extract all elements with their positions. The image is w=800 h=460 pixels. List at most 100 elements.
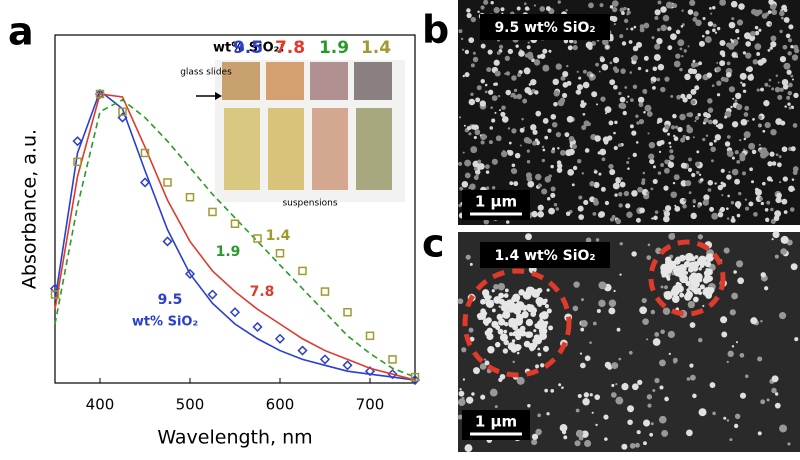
particle xyxy=(726,217,730,220)
particle xyxy=(531,433,539,440)
particle xyxy=(690,62,697,68)
particle xyxy=(667,45,673,51)
particle xyxy=(668,141,672,145)
particle xyxy=(736,260,744,268)
particle xyxy=(483,135,488,139)
particle xyxy=(764,208,769,212)
particle xyxy=(468,132,472,136)
particle xyxy=(564,132,570,138)
particle xyxy=(726,150,734,157)
particle xyxy=(638,102,644,108)
particle xyxy=(760,320,763,323)
particle xyxy=(533,329,537,333)
particle xyxy=(681,9,684,12)
particle xyxy=(679,274,689,284)
particle xyxy=(542,148,546,152)
particle xyxy=(784,105,787,108)
particle xyxy=(480,5,485,10)
marker xyxy=(117,112,128,123)
particle xyxy=(670,33,677,40)
particle xyxy=(632,84,638,90)
particle xyxy=(791,78,794,81)
particle xyxy=(705,268,713,276)
particle xyxy=(458,29,463,34)
particle xyxy=(568,148,575,156)
particle xyxy=(497,282,506,291)
particle xyxy=(604,106,612,114)
particle xyxy=(740,118,748,126)
particle xyxy=(561,92,568,99)
particle xyxy=(639,306,648,315)
particle xyxy=(681,55,684,58)
particle xyxy=(470,92,474,96)
particle xyxy=(783,16,790,23)
particle xyxy=(510,94,513,98)
cuvette xyxy=(356,108,392,190)
particle xyxy=(523,67,531,75)
particle xyxy=(690,88,697,95)
particle xyxy=(662,307,671,315)
particle xyxy=(477,159,482,164)
particle xyxy=(461,48,465,51)
particle xyxy=(501,116,509,123)
particle xyxy=(483,219,489,225)
particle xyxy=(584,148,590,153)
particle xyxy=(769,3,777,10)
particle xyxy=(769,46,773,50)
particle xyxy=(523,126,526,129)
particle xyxy=(459,186,464,191)
particle xyxy=(780,16,784,20)
particle xyxy=(572,165,578,171)
particle xyxy=(466,12,472,19)
particle xyxy=(487,49,493,55)
particle xyxy=(699,284,705,290)
particle xyxy=(769,23,772,26)
particle xyxy=(597,151,601,155)
particle xyxy=(770,128,777,136)
particle xyxy=(500,7,505,12)
particle xyxy=(576,70,579,73)
particle xyxy=(683,49,687,53)
particle xyxy=(638,118,645,125)
particle xyxy=(725,207,729,211)
particle xyxy=(736,19,744,26)
particle xyxy=(476,85,482,91)
particle xyxy=(458,390,465,397)
particle xyxy=(754,43,762,50)
particle xyxy=(547,128,552,133)
particle xyxy=(743,32,751,40)
particle xyxy=(571,183,575,187)
particle xyxy=(479,134,482,137)
particle xyxy=(751,180,755,184)
particle xyxy=(761,181,766,186)
particle xyxy=(537,54,542,59)
particle xyxy=(546,412,550,416)
particle xyxy=(650,309,656,315)
particle xyxy=(728,43,735,50)
slide xyxy=(222,62,260,100)
particle xyxy=(771,387,777,394)
particle xyxy=(542,345,549,352)
particle xyxy=(664,76,670,82)
particle xyxy=(670,191,678,199)
particle xyxy=(767,10,772,14)
particle xyxy=(589,196,596,203)
particle xyxy=(730,105,733,109)
particle xyxy=(729,438,733,442)
particle xyxy=(607,135,613,141)
particle xyxy=(557,163,563,169)
particle xyxy=(667,260,677,270)
particle xyxy=(516,351,520,355)
particle xyxy=(497,94,501,98)
particle xyxy=(619,177,623,181)
particle xyxy=(684,252,694,262)
particle xyxy=(620,68,626,74)
particle xyxy=(786,69,792,75)
particle xyxy=(664,159,670,165)
particle xyxy=(608,120,614,126)
particle xyxy=(539,312,544,317)
particle xyxy=(527,180,535,188)
particle xyxy=(710,146,716,153)
particle xyxy=(716,61,719,64)
